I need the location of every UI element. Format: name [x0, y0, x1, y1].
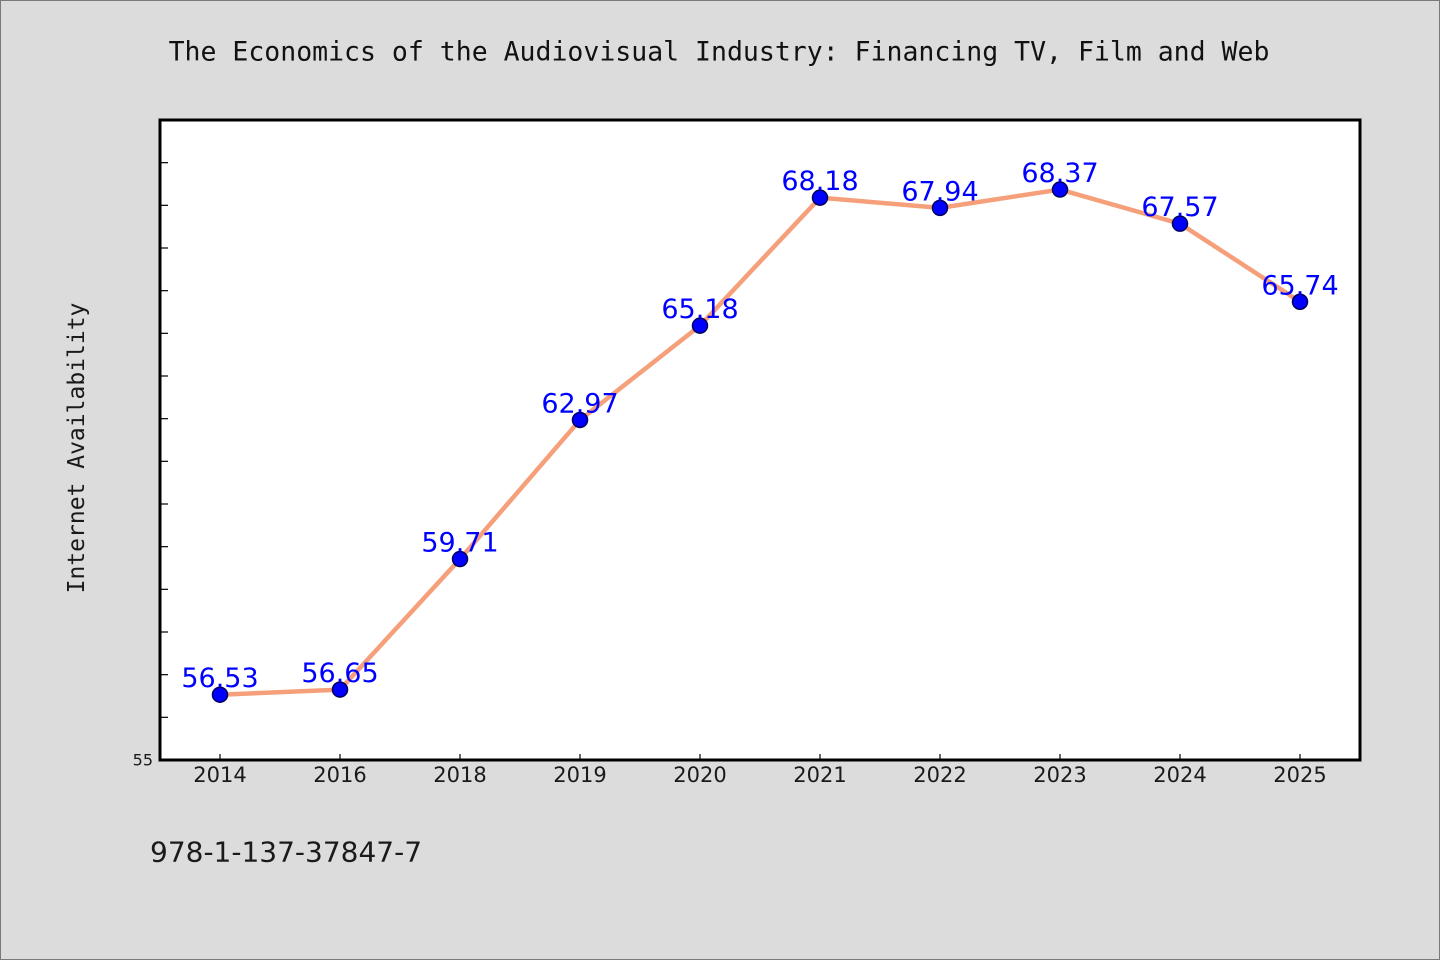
series-group: [217, 187, 1303, 697]
plot-area: [160, 120, 1360, 760]
data-point-marker: [931, 199, 949, 217]
data-point-marker: [211, 686, 229, 703]
data-point-marker: [1051, 181, 1069, 198]
x-tick-label: 2022: [913, 763, 966, 787]
data-point-marker: [451, 550, 469, 568]
marker-group: [211, 181, 1309, 703]
y-tick-label: 55: [133, 751, 153, 770]
plot-frame: [158, 118, 1362, 762]
x-tick-label: 2023: [1033, 763, 1086, 787]
x-tick-label: 2018: [433, 763, 486, 787]
data-label: 62.97: [541, 388, 618, 419]
data-point-marker: [691, 317, 709, 334]
data-label: 68.18: [781, 166, 858, 197]
x-tick-label: 2016: [313, 763, 366, 787]
data-label: 56.65: [301, 658, 378, 689]
series-line: [217, 187, 1303, 697]
data-label: 67.57: [1141, 192, 1218, 223]
x-tick-label: 2019: [553, 763, 606, 787]
data-label: 65.18: [661, 294, 738, 325]
x-tick-label: 2020: [673, 763, 726, 787]
data-label: 56.53: [181, 663, 258, 694]
isbn-text: 978-1-137-37847-7: [150, 836, 422, 869]
data-point-marker: [1171, 215, 1189, 232]
data-label: 59.71: [421, 528, 498, 559]
x-tick-label: 2021: [793, 763, 846, 787]
y-axis-label: Internet Availability: [64, 303, 90, 594]
x-tick-label: 2025: [1273, 763, 1326, 787]
data-label: 67.94: [901, 176, 978, 207]
data-point-marker: [811, 189, 829, 206]
chart-title: The Economics of the Audiovisual Industr…: [169, 37, 1270, 68]
data-point-marker: [1291, 293, 1309, 311]
x-tick-label: 2014: [193, 763, 246, 787]
data-label-group: 56.53 56.65 59.71 62.97 65.18 68.18 67.94 68.37…: [181, 158, 1338, 694]
tick-label-group: 55 2014 2016 2018 2019 2020 2021 2022 2023 2024 20…: [133, 751, 1327, 788]
data-label: 68.37: [1021, 158, 1098, 189]
data-point-marker: [571, 411, 589, 429]
data-point-marker: [331, 681, 349, 698]
x-tick-label: 2024: [1153, 763, 1206, 787]
data-label: 65.74: [1261, 270, 1338, 301]
